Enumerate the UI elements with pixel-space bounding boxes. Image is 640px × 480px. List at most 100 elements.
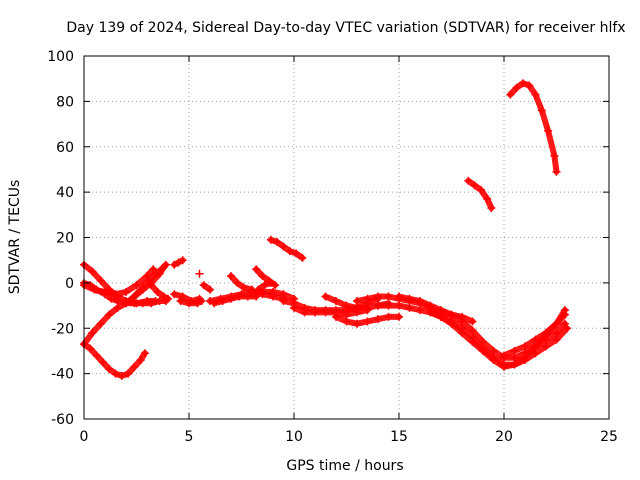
data-point [512,83,521,92]
data-point [300,308,309,317]
series-trace [171,291,203,304]
data-point [96,276,105,285]
data-point [552,167,561,176]
data-point [122,287,130,296]
grid [84,56,609,419]
data-point [353,319,361,328]
data-point [458,328,466,337]
data-point [395,312,403,321]
data-point [218,297,227,306]
data-point [353,303,361,312]
data-series [126,260,170,306]
data-series [464,176,496,213]
data-point [130,362,139,371]
data-point [500,362,508,371]
data-point [132,290,141,299]
data-point [560,306,569,315]
data-point [153,287,162,296]
data-point [126,297,135,306]
data-point [521,353,529,362]
data-point [147,281,156,290]
x-tick-label: 25 [600,429,618,445]
data-point [235,292,244,301]
x-tick-label: 10 [285,429,303,445]
data-point [260,281,269,290]
data-point [542,328,550,337]
data-point [521,342,529,351]
data-point [248,287,256,296]
x-tick-label: 5 [185,429,194,445]
data-point [88,267,97,276]
data-point [185,299,193,308]
data-point [279,242,288,251]
x-tick-label: 20 [495,429,513,445]
data-point [468,337,477,346]
data-point [140,349,149,358]
data-point [174,258,183,267]
data-point [176,297,185,306]
data-point [136,356,145,365]
data-point [332,297,340,306]
y-tick-label: 100 [47,49,74,65]
data-point [105,310,114,319]
data-point [416,297,424,306]
data-point [269,292,277,301]
data-point [468,326,477,335]
data-point [506,90,515,99]
data-point [298,253,307,262]
data-point [489,346,498,355]
data-point [395,292,403,301]
data-point [285,247,294,256]
data-point [487,204,496,213]
series-trace [177,298,205,307]
data-point [132,299,141,308]
data-point [157,265,166,274]
data-point [483,194,492,203]
data-point [560,319,569,328]
data-point [227,294,235,303]
x-tick-label: 15 [390,429,408,445]
y-tick-label: 20 [56,231,74,247]
data-point [101,290,109,299]
data-point [531,342,540,351]
data-point [111,369,120,378]
data-point [437,306,445,315]
data-point [405,303,414,312]
data-point [363,317,372,326]
data-point [537,106,546,115]
data-point [113,303,122,312]
data-points [80,79,571,380]
data-series [195,269,204,278]
data-point [363,306,372,315]
data-point [384,292,393,301]
data-point [151,269,160,278]
y-axis-label: SDTVAR / TECUs [7,180,23,295]
data-point [258,290,267,299]
data-point [384,312,393,321]
data-point [159,292,168,301]
data-point [170,290,179,299]
data-point [500,351,508,360]
data-point [88,328,97,337]
data-point [342,301,351,310]
data-series [254,278,275,294]
data-point [468,317,477,326]
data-point [552,319,561,328]
data-point [489,356,498,365]
data-point [437,312,445,321]
chart-title: Day 139 of 2024, Sidereal Day-to-day VTE… [66,20,625,36]
data-point [92,285,101,294]
data-point [105,365,114,374]
data-point [531,335,540,344]
data-point [210,299,219,308]
y-tick-label: -40 [51,367,74,383]
data-point [311,308,319,317]
data-point [113,297,122,306]
data-series [332,312,403,328]
series-trace [228,273,255,293]
data-point [161,260,170,269]
data-point [542,342,550,351]
data-point [107,294,116,303]
data-point [143,297,151,306]
